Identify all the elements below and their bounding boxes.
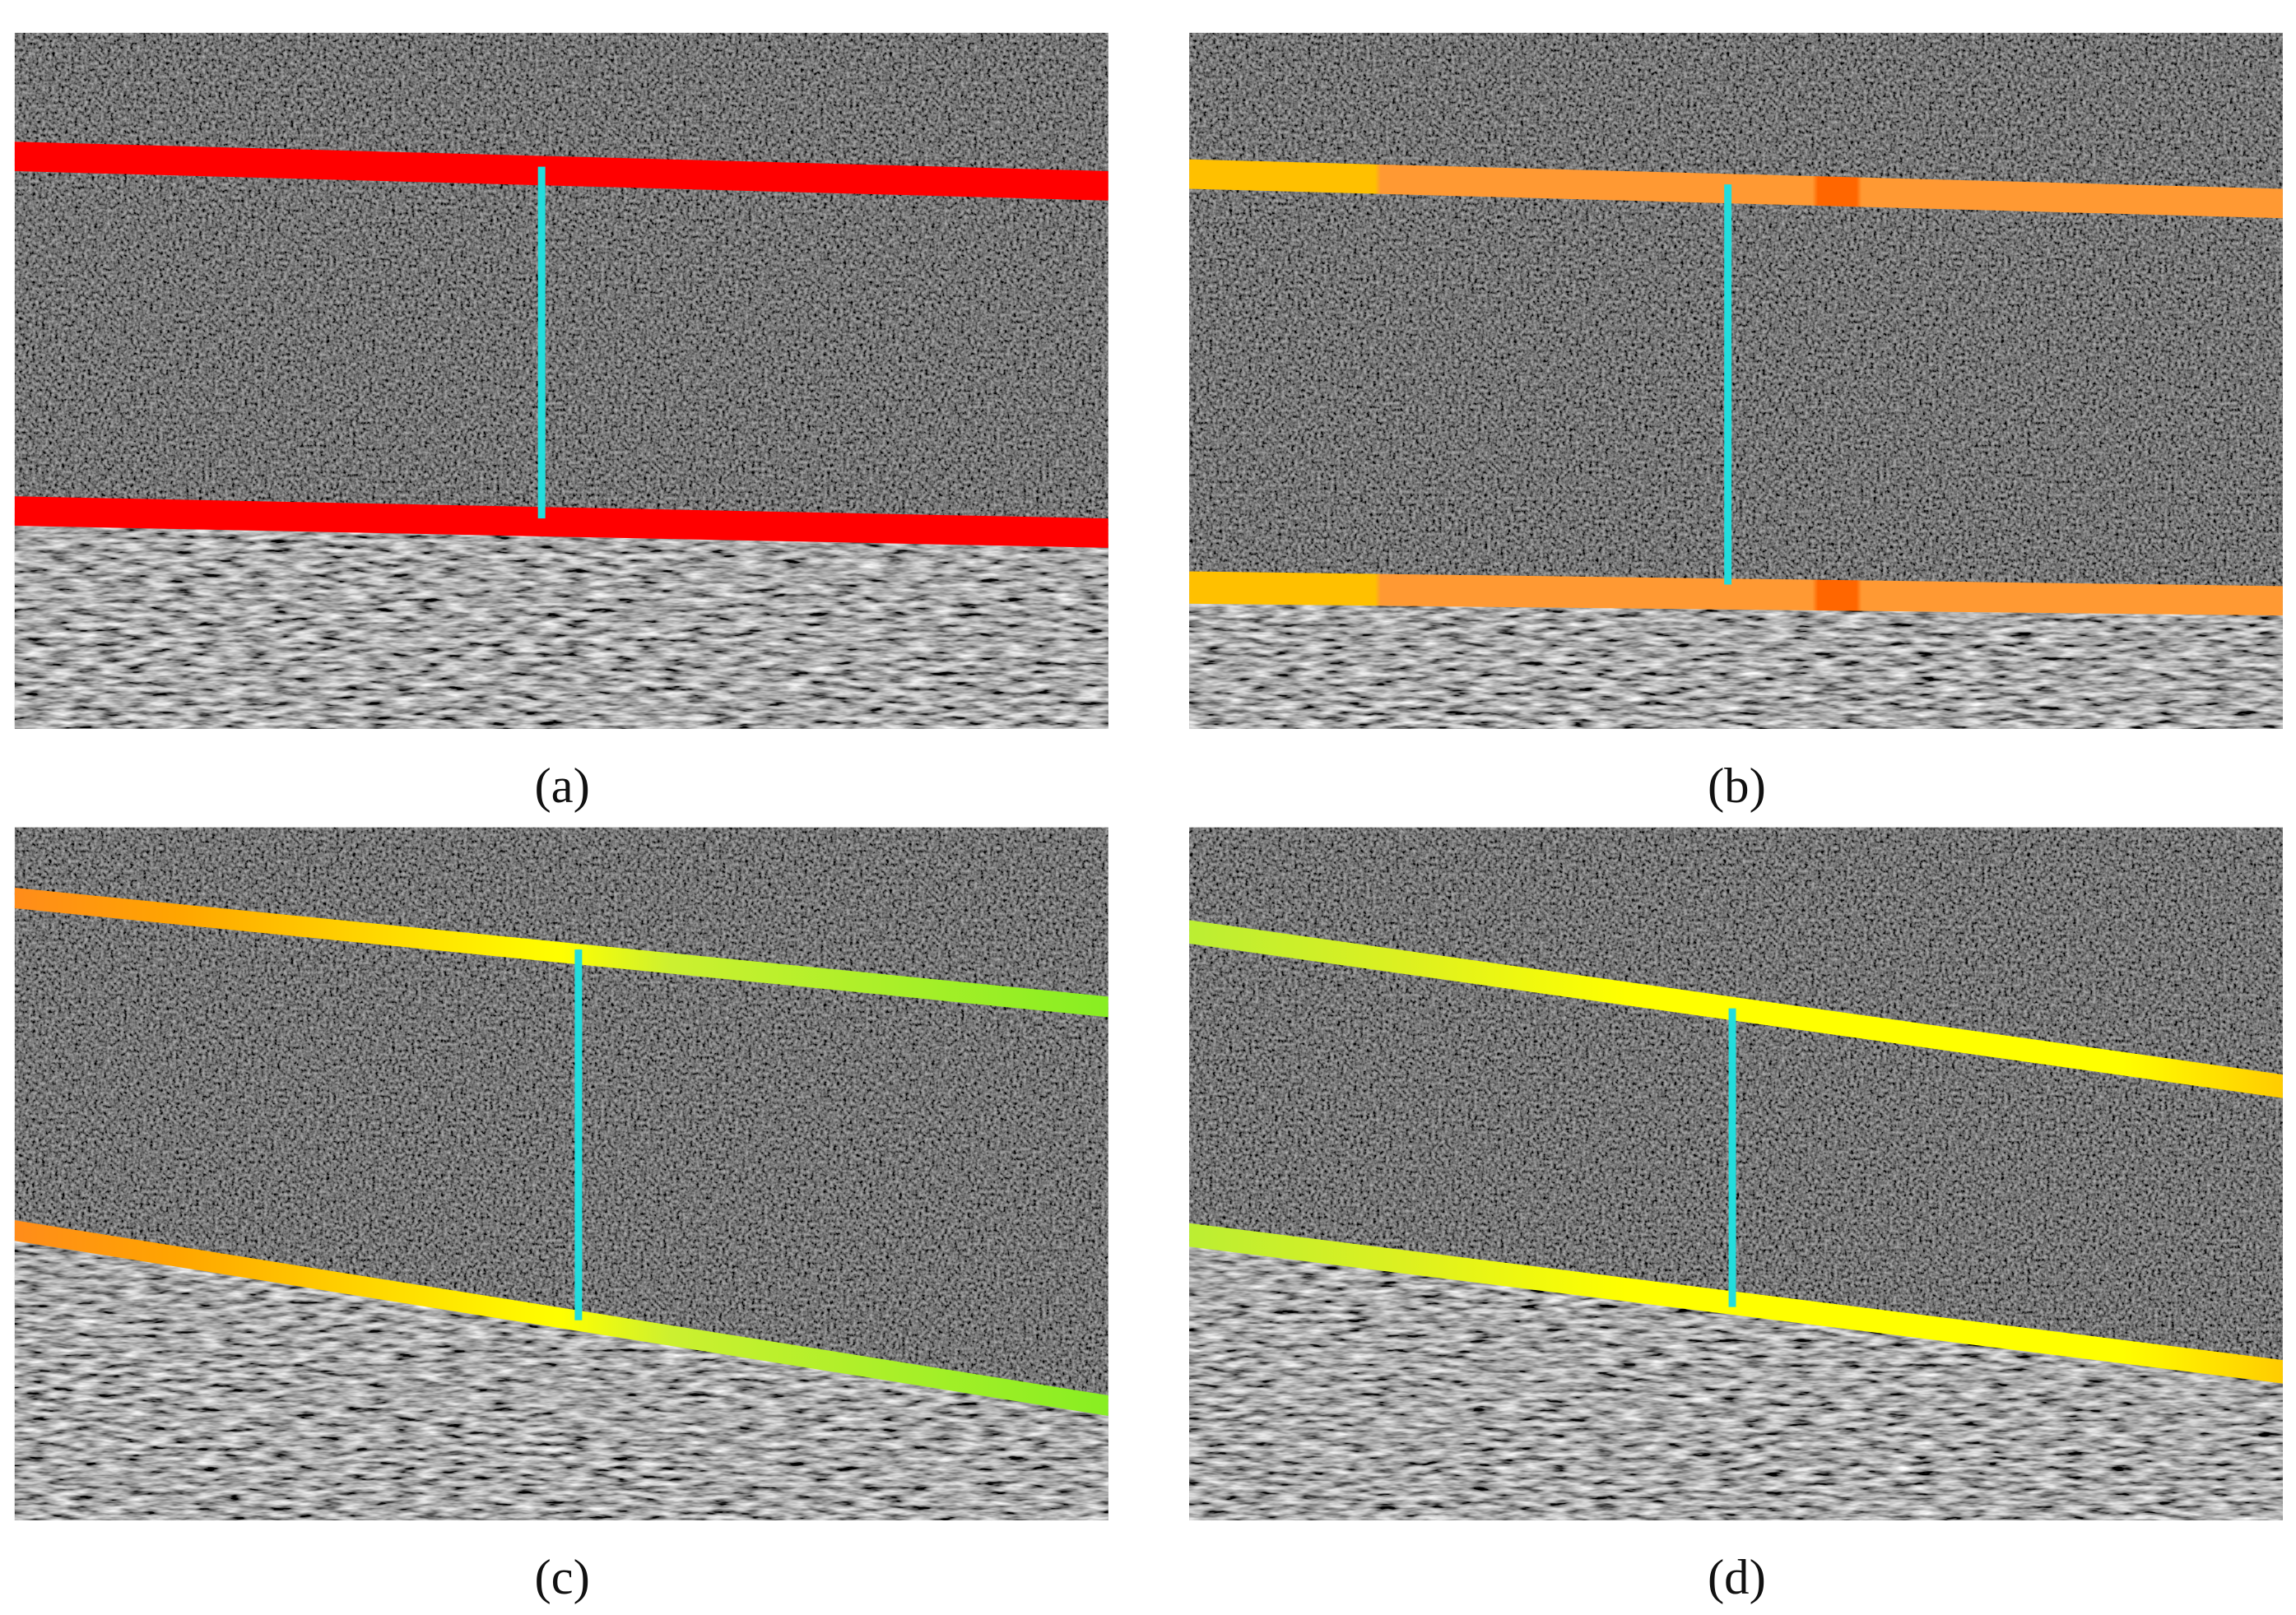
caption: (c) [534, 1550, 589, 1605]
tissue [14, 518, 1108, 729]
caption: (a) [534, 759, 589, 814]
panel-c: (c) [14, 827, 1108, 1605]
upper-boundary [1189, 159, 2283, 219]
panel-a: (a) [14, 32, 1108, 814]
upper-boundary [14, 887, 1108, 1018]
tissue [14, 1236, 1108, 1521]
panel-d: (d) [1189, 827, 2283, 1605]
lower-boundary [14, 496, 1108, 548]
caption: (d) [1708, 1550, 1766, 1605]
caption: (b) [1708, 759, 1766, 814]
panel-b: (b) [1189, 32, 2283, 814]
tissue [1189, 597, 2283, 729]
upper-boundary [14, 142, 1108, 201]
lower-boundary [14, 1220, 1108, 1417]
tissue [1189, 1243, 2283, 1521]
